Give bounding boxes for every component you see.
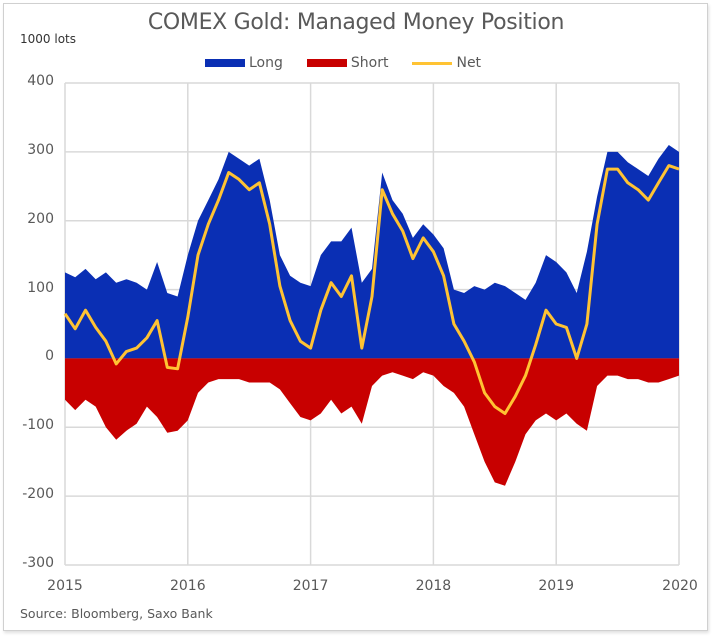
legend-item-net: Net <box>412 55 481 71</box>
y-axis-unit-label: 1000 lots <box>20 32 76 46</box>
y-tick-label: 200 <box>27 210 54 227</box>
series-area-short <box>65 358 679 486</box>
y-tick-label: 100 <box>27 279 54 296</box>
y-tick-label: 0 <box>45 348 54 365</box>
y-tick-label: 300 <box>27 141 54 158</box>
x-tick-label: 2020 <box>662 578 698 594</box>
legend-swatch-net <box>412 61 453 65</box>
x-tick-label: 2016 <box>169 578 206 594</box>
series-line-net <box>63 164 680 415</box>
x-tick-label: 2018 <box>415 578 452 594</box>
legend-swatch-short <box>306 59 347 67</box>
x-tick-label: 2015 <box>47 578 83 594</box>
legend-item-short: Short <box>306 55 389 71</box>
y-tick-label: 400 <box>27 73 54 89</box>
legend: Long Short Net <box>205 55 505 71</box>
y-tick-label: -300 <box>22 555 54 571</box>
y-tick-label: -100 <box>22 417 54 434</box>
legend-label-long: Long <box>249 55 283 71</box>
x-tick-label: 2017 <box>292 578 329 594</box>
legend-label-net: Net <box>456 55 482 71</box>
x-tick-label: 2019 <box>538 578 574 594</box>
source-note: Source: Bloomberg, Saxo Bank <box>20 606 213 621</box>
chart-title: COMEX Gold: Managed Money Position <box>147 10 565 35</box>
legend-label-short: Short <box>350 55 389 71</box>
legend-swatch-long <box>205 59 245 67</box>
legend-item-long: Long <box>205 55 283 71</box>
y-tick-label: -200 <box>22 486 54 503</box>
